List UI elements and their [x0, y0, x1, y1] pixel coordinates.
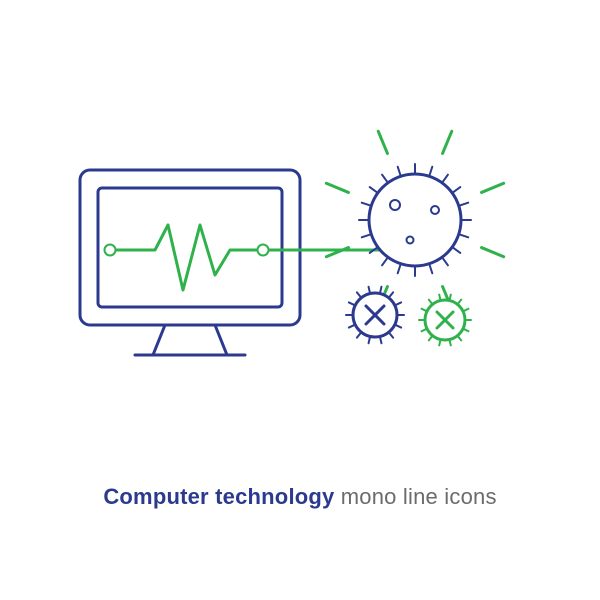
caption: Computer technology mono line icons — [0, 484, 600, 510]
pulse-dot-0 — [105, 245, 116, 256]
ray-0 — [482, 248, 504, 257]
diagram-svg — [50, 100, 550, 400]
illustration — [50, 100, 550, 400]
virus-small-1 — [346, 287, 404, 344]
virus-small-2 — [419, 295, 471, 346]
canvas: Computer technology mono line icons — [0, 0, 600, 600]
pulse-line — [110, 225, 410, 290]
caption-title: Computer technology — [103, 484, 334, 509]
virus-large — [359, 164, 471, 276]
ray-4 — [326, 183, 348, 192]
pulse-dot-1 — [258, 245, 269, 256]
ray-5 — [378, 131, 387, 153]
ray-7 — [482, 183, 504, 192]
caption-subtitle: mono line icons — [334, 484, 496, 509]
monitor-inner — [98, 188, 282, 307]
ray-6 — [443, 131, 452, 153]
monitor-stand — [153, 325, 227, 355]
